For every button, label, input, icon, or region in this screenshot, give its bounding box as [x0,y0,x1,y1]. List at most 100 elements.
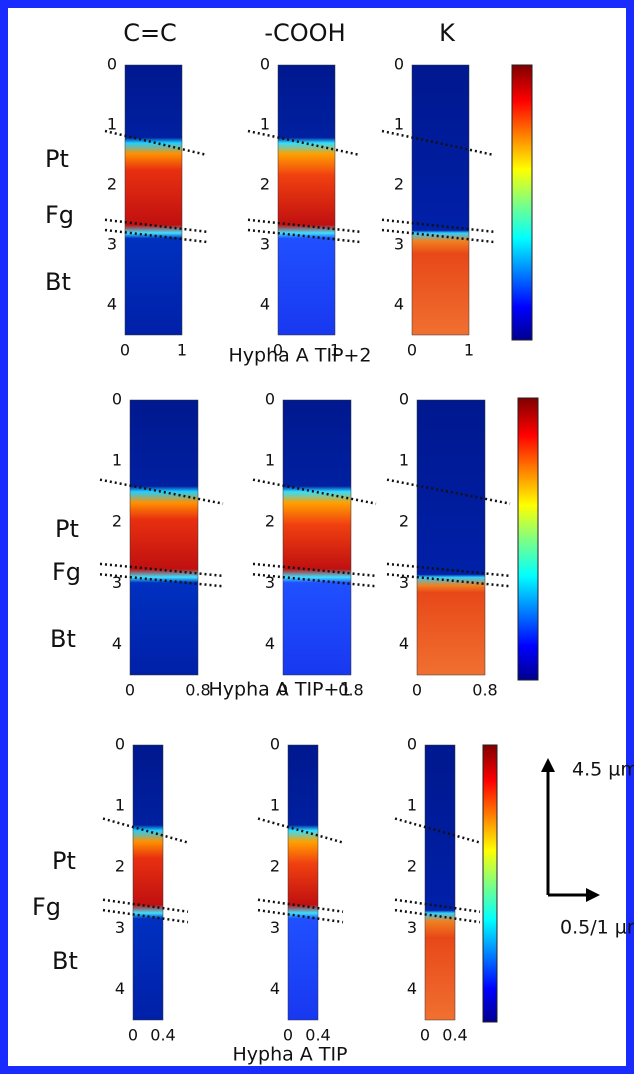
y-tick-label: 3 [112,573,122,592]
y-tick-label: 1 [407,796,417,815]
y-tick-label: 3 [260,235,270,254]
y-tick-label: 3 [394,235,404,254]
y-tick-label: 3 [265,573,275,592]
arrow-head [541,758,555,772]
boundary-line [381,228,495,244]
y-tick-label: 3 [407,918,417,937]
x-tick-label: 0 [273,341,283,360]
x-tick-label: 0 [278,681,288,700]
boundary-line [386,573,511,588]
y-tick-label: 2 [270,857,280,876]
y-tick-label: 4 [407,979,417,998]
boundary-line [102,898,189,913]
y-tick-label: 4 [394,295,404,314]
boundary-line [381,218,495,234]
x-tick-label: 0.8 [472,681,497,700]
y-tick-label: 2 [265,512,275,531]
y-tick-label: 4 [270,979,280,998]
colorbar [511,64,533,341]
boundary-line [394,908,481,924]
boundary-line [99,562,224,578]
y-tick-label: 1 [270,796,280,815]
boundary-line [386,478,511,505]
y-tick-label: 1 [112,451,122,470]
y-tick-label: 2 [407,857,417,876]
y-tick-label: 0 [112,390,122,409]
y-tick-label: 0 [115,735,125,754]
column-header: C=C [123,19,177,47]
boundary-line [386,562,511,578]
panel-caption: Hypha A TIP+2 [228,345,371,367]
colorbar [517,397,539,681]
map-image [132,744,164,1021]
map-image [129,399,199,676]
y-tick-label: 0 [394,55,404,74]
x-tick-label: 0.4 [442,1026,467,1045]
panel-caption: Hypha A TIP [232,1044,347,1066]
x-tick-label: 0 [128,1026,138,1045]
colorbar [482,744,498,1023]
y-tick-label: 3 [107,235,117,254]
x-tick-label: 0.8 [338,681,363,700]
x-tick-label: 1 [464,341,474,360]
y-tick-label: 3 [270,918,280,937]
region-label: Pt [52,847,76,875]
region-label: Fg [52,558,81,586]
y-tick-label: 4 [399,634,409,653]
map-image [287,744,319,1021]
boundary-line [104,228,208,244]
y-tick-label: 0 [407,735,417,754]
column-header: -COOH [264,19,345,47]
x-tick-label: 1 [330,341,340,360]
y-tick-label: 4 [112,634,122,653]
y-tick-label: 2 [115,857,125,876]
y-tick-label: 1 [265,451,275,470]
x-tick-label: 0 [420,1026,430,1045]
y-tick-label: 2 [107,175,117,194]
boundary-line [104,218,208,234]
y-tick-label: 2 [394,175,404,194]
y-tick-label: 1 [115,796,125,815]
x-tick-label: 0.8 [185,681,210,700]
x-tick-label: 0 [120,341,130,360]
y-tick-label: 0 [260,55,270,74]
map-image [416,399,486,676]
region-label: Bt [52,947,78,975]
y-tick-label: 1 [399,451,409,470]
boundary-line [257,908,344,924]
region-label: Bt [45,268,71,296]
y-tick-label: 0 [107,55,117,74]
y-tick-label: 4 [260,295,270,314]
y-tick-label: 4 [107,295,117,314]
y-tick-label: 1 [107,115,117,134]
boundary-line [252,573,377,588]
boundary-line [252,478,377,505]
y-tick-label: 1 [260,115,270,134]
y-tick-label: 1 [394,115,404,134]
boundary-line [257,898,344,913]
map-image [424,744,456,1021]
region-label: Bt [50,625,76,653]
region-label: Pt [55,515,79,543]
x-tick-label: 0.4 [305,1026,330,1045]
map-image [282,399,352,676]
y-tick-label: 3 [399,573,409,592]
x-tick-label: 0.4 [150,1026,175,1045]
y-tick-label: 2 [112,512,122,531]
x-tick-label: 0 [412,681,422,700]
boundary-line [394,898,481,913]
map-image [124,64,183,336]
arrow-head [586,888,600,902]
x-tick-label: 1 [177,341,187,360]
y-tick-label: 0 [265,390,275,409]
y-tick-label: 3 [115,918,125,937]
boundary-line [102,908,189,924]
boundary-line [247,218,361,234]
boundary-line [99,573,224,588]
boundary-line [99,478,224,505]
y-tick-label: 4 [115,979,125,998]
boundary-line [252,562,377,578]
